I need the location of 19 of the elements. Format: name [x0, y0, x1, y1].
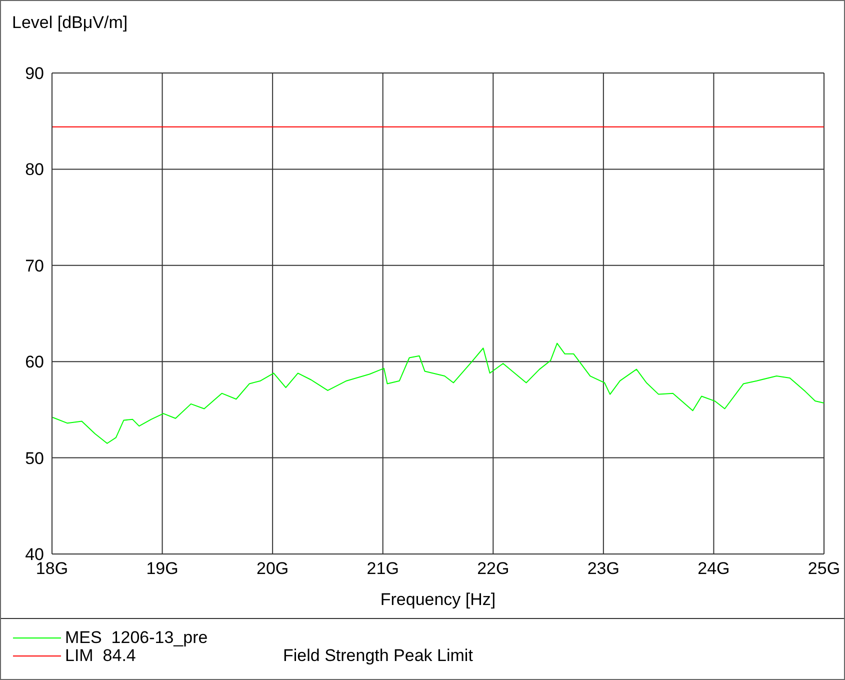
x-tick-label: 24G	[698, 559, 730, 578]
x-tick-label: 19G	[146, 559, 178, 578]
y-tick-label: 90	[25, 64, 44, 84]
x-tick-label: 22G	[477, 559, 510, 578]
line-series	[52, 342, 824, 444]
y-tick-label: 80	[25, 160, 44, 180]
x-axis-title: Frequency [Hz]	[379, 589, 497, 611]
y-tick-label: 70	[25, 256, 44, 276]
x-tick-label: 18G	[36, 559, 68, 578]
x-tick-label: 23G	[587, 559, 620, 578]
y-tick-label: 60	[25, 352, 44, 372]
y-axis-title: Level [dBμV/m]	[12, 13, 128, 33]
x-tick-label: 25G	[808, 559, 840, 578]
y-tick-label: 50	[25, 448, 44, 468]
legend-label: MES 1206-13_pre	[65, 628, 208, 648]
x-tick-label: 20G	[256, 559, 289, 578]
text: Field Strength Peak Limit	[283, 646, 473, 666]
x-tick-label: 21G	[366, 559, 399, 578]
legend-label: LIM 84.4	[65, 646, 136, 666]
